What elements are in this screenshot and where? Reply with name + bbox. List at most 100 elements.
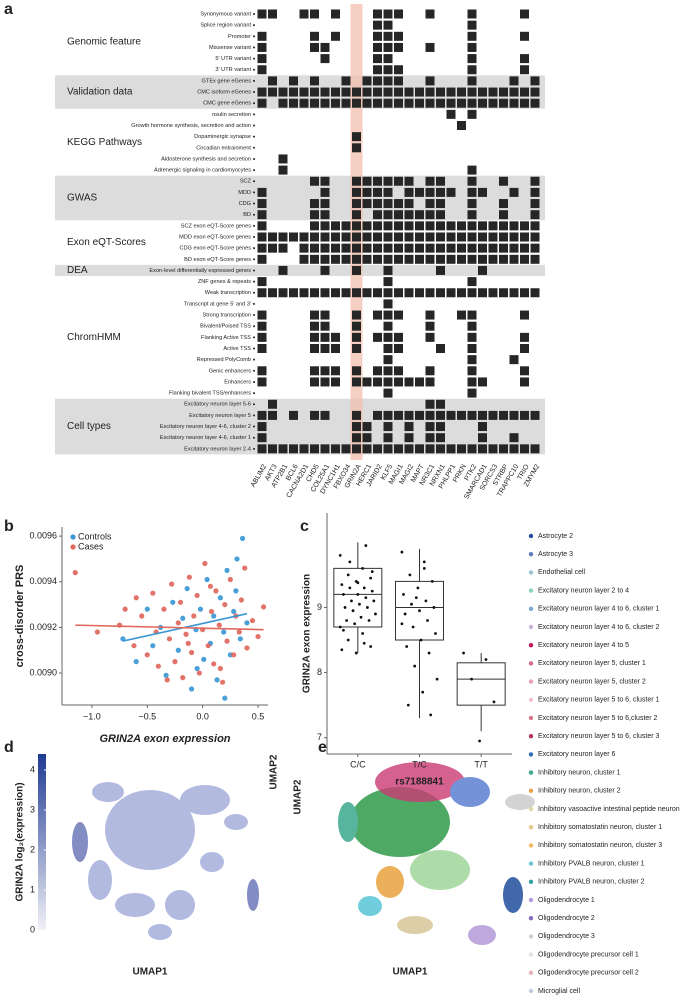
matrix-cell	[362, 444, 372, 454]
matrix-cell	[331, 221, 340, 231]
matrix-cell	[342, 166, 351, 175]
scatter-point	[214, 677, 220, 683]
jitter-point	[350, 599, 353, 603]
matrix-cell	[310, 410, 319, 420]
matrix-cell	[331, 43, 340, 52]
matrix-cell	[415, 299, 424, 308]
scatter-point	[164, 677, 170, 683]
row-label: Dopaminergic synapse	[194, 134, 251, 140]
matrix-cell	[300, 277, 309, 286]
legend-label: Oligodendrocyte 2	[538, 915, 595, 922]
matrix-cell	[362, 254, 372, 264]
legend-marker	[528, 897, 534, 903]
matrix-cell	[289, 255, 298, 264]
row-bullet	[253, 302, 255, 305]
matrix-cell	[531, 299, 540, 308]
matrix-cell	[257, 254, 267, 264]
matrix-cell	[436, 243, 445, 253]
matrix-cell	[331, 332, 340, 342]
legend-marker	[528, 952, 534, 957]
matrix-cell	[289, 65, 298, 74]
legend-marker	[528, 770, 534, 775]
matrix-cell	[499, 98, 508, 108]
matrix-cell	[415, 21, 424, 30]
matrix-cell	[279, 32, 288, 41]
matrix-cell	[467, 254, 477, 264]
row-bullet	[253, 191, 255, 194]
matrix-cell	[373, 65, 382, 75]
legend-label: Oligodendrocyte 3	[538, 933, 595, 940]
matrix-cell	[352, 132, 361, 142]
jitter-point	[484, 658, 488, 661]
matrix-cell	[394, 9, 403, 19]
matrix-cell	[468, 299, 477, 308]
matrix-cell	[289, 221, 298, 230]
matrix-cell	[446, 109, 456, 119]
matrix-cell	[436, 444, 445, 454]
matrix-cell	[415, 243, 424, 253]
matrix-cell	[383, 344, 393, 353]
matrix-cell	[510, 277, 519, 286]
matrix-cell	[310, 176, 319, 186]
matrix-cell	[310, 321, 319, 331]
matrix-cell	[289, 110, 298, 119]
matrix-cell	[457, 54, 466, 63]
umap-cluster	[224, 814, 248, 830]
matrix-cell	[341, 254, 351, 264]
matrix-cell	[510, 43, 519, 52]
matrix-cell	[415, 344, 424, 353]
matrix-cell	[520, 355, 529, 364]
matrix-cell	[499, 311, 508, 320]
group-label: Genomic feature	[67, 37, 141, 48]
matrix-cell	[257, 422, 267, 432]
row-bullet	[253, 291, 255, 294]
matrix-cell	[478, 322, 487, 331]
matrix-cell	[352, 87, 361, 97]
matrix-cell	[531, 143, 540, 152]
jitter-point	[364, 544, 368, 547]
matrix-cell	[478, 344, 487, 353]
matrix-cell	[510, 322, 519, 331]
matrix-cell	[257, 377, 267, 387]
matrix-cell	[352, 210, 361, 220]
matrix-cell	[268, 277, 277, 286]
matrix-cell	[447, 166, 456, 175]
matrix-cell	[373, 254, 382, 264]
matrix-cell	[530, 199, 540, 209]
matrix-cell	[436, 21, 445, 30]
row-bullet	[253, 135, 255, 138]
row-label: Genic enhancers	[209, 368, 251, 374]
legend-label: Cases	[78, 541, 104, 551]
matrix-cell	[520, 332, 529, 342]
row-label: Synonymous variant	[200, 11, 251, 17]
row-bullet	[253, 269, 255, 272]
matrix-cell	[478, 121, 487, 130]
panel-label: b	[4, 518, 14, 535]
row-label: CDG exon eQT-Score genes	[179, 246, 251, 252]
matrix-cell	[300, 311, 309, 320]
matrix-cell	[510, 389, 519, 398]
legend-label: Oligodendrocyte 1	[538, 897, 595, 904]
umap-cluster	[468, 925, 496, 945]
matrix-cell	[320, 87, 330, 97]
matrix-cell	[478, 98, 487, 108]
matrix-cell	[531, 10, 540, 19]
matrix-cell	[320, 199, 330, 209]
matrix-cell	[436, 121, 445, 130]
row-label: Repressed PolyComb	[197, 357, 251, 363]
scatter-point	[175, 620, 181, 626]
matrix-cell	[394, 98, 403, 108]
matrix-cell	[289, 232, 298, 242]
scatter-point	[217, 595, 223, 601]
matrix-cell	[373, 210, 382, 220]
matrix-cell	[446, 187, 456, 197]
matrix-cell	[520, 154, 529, 163]
row-bullet	[253, 213, 255, 216]
matrix-cell	[363, 65, 372, 74]
matrix-cell	[467, 366, 477, 376]
matrix-cell	[457, 444, 466, 454]
matrix-cell	[404, 221, 414, 231]
row-label: Excitatory neuron layer 5-6	[184, 402, 251, 408]
scatter-point	[175, 647, 181, 653]
